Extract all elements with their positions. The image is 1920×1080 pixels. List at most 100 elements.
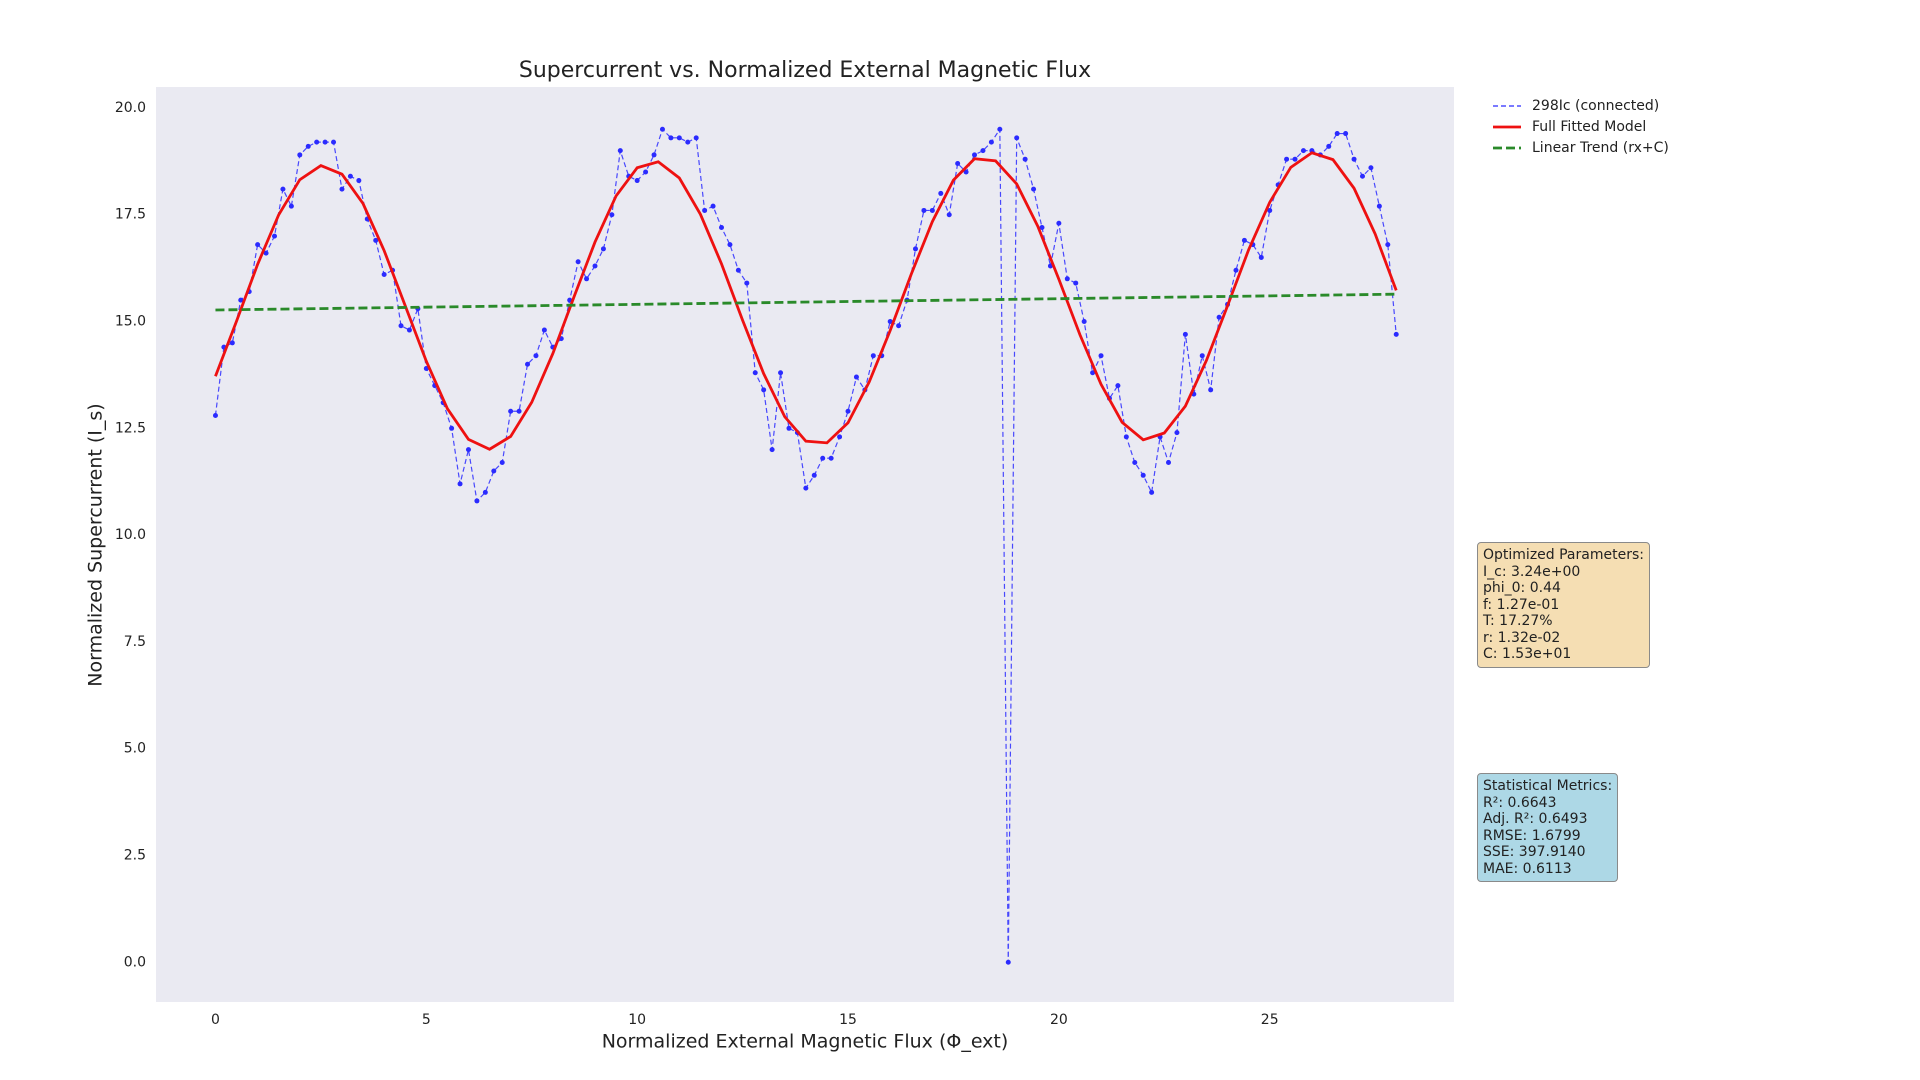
data-point xyxy=(1368,165,1374,171)
data-point xyxy=(634,178,640,184)
data-point xyxy=(1005,959,1011,965)
y-tick-label: 17.5 xyxy=(115,207,146,223)
data-point xyxy=(1022,156,1028,162)
data-point xyxy=(972,152,978,158)
data-point xyxy=(280,186,286,192)
data-point xyxy=(837,434,843,440)
annotation-line: Adj. R²: 0.6493 xyxy=(1483,811,1588,827)
data-point xyxy=(1241,237,1247,243)
data-point xyxy=(946,212,952,218)
data-point xyxy=(314,139,320,145)
data-point xyxy=(465,447,471,453)
data-point xyxy=(997,126,1003,132)
data-point xyxy=(1199,353,1205,359)
data-point xyxy=(735,267,741,273)
y-tick-label: 15.0 xyxy=(115,314,146,330)
data-point xyxy=(1098,353,1104,359)
data-point xyxy=(499,459,505,465)
chart-title: Supercurrent vs. Normalized External Mag… xyxy=(519,58,1091,83)
data-point xyxy=(980,148,986,154)
plot-area xyxy=(156,87,1454,1002)
data-point xyxy=(702,207,708,213)
data-point xyxy=(322,139,328,145)
series-line xyxy=(215,292,1397,312)
x-tick-label: 15 xyxy=(839,1012,857,1028)
data-point xyxy=(1351,156,1357,162)
data-point xyxy=(938,190,944,196)
data-point xyxy=(398,323,404,329)
data-point xyxy=(1376,203,1382,209)
data-point xyxy=(676,135,682,141)
annotation-line: r: 1.32e-02 xyxy=(1483,629,1561,646)
data-point xyxy=(339,186,345,192)
legend-label: Linear Trend (rx+C) xyxy=(1532,140,1669,156)
data-point xyxy=(1208,387,1214,393)
data-point xyxy=(297,152,303,158)
data-point xyxy=(719,225,725,231)
data-point xyxy=(1359,173,1365,179)
data-point xyxy=(1343,131,1349,137)
data-point xyxy=(1292,156,1298,162)
data-point xyxy=(769,447,775,453)
data-point xyxy=(482,489,488,495)
data-point xyxy=(912,246,918,252)
annotation-line: C: 1.53e+01 xyxy=(1483,646,1572,662)
data-point xyxy=(331,139,337,145)
x-tick-label: 25 xyxy=(1261,1012,1279,1028)
data-point xyxy=(659,126,665,132)
x-tick-label: 10 xyxy=(628,1012,646,1028)
data-point xyxy=(1385,242,1391,248)
data-point xyxy=(820,455,826,461)
data-point xyxy=(1132,459,1138,465)
data-point xyxy=(710,203,716,209)
annotation-line: T: 17.27% xyxy=(1483,613,1553,629)
data-point xyxy=(474,498,480,504)
y-tick-label: 20.0 xyxy=(115,100,146,116)
data-point xyxy=(373,237,379,243)
data-point xyxy=(1216,314,1222,320)
data-point xyxy=(1140,472,1146,478)
data-point xyxy=(1174,430,1180,436)
annotation-line: Optimized Parameters: xyxy=(1483,547,1644,563)
x-axis-label: Normalized External Magnetic Flux (Φ_ext… xyxy=(602,1031,1009,1053)
data-point xyxy=(212,412,218,418)
data-point xyxy=(1300,148,1306,154)
data-point xyxy=(356,178,362,184)
data-point xyxy=(1149,489,1155,495)
data-point xyxy=(1233,267,1239,273)
data-point xyxy=(963,169,969,175)
data-point xyxy=(533,353,539,359)
data-point xyxy=(347,173,353,179)
y-axis-label: Normalized Supercurrent (I_s) xyxy=(85,403,107,686)
data-point xyxy=(381,272,387,278)
y-tick-label: 12.5 xyxy=(115,420,146,436)
data-point xyxy=(786,425,792,431)
data-point xyxy=(1064,276,1070,282)
data-point xyxy=(491,468,497,474)
y-tick-label: 7.5 xyxy=(124,634,146,650)
data-point xyxy=(761,387,767,393)
annotation-box: Optimized Parameters: I_c: 3.24e+00 phi_0:… xyxy=(1477,542,1650,668)
data-point xyxy=(828,455,834,461)
data-point xyxy=(1284,156,1290,162)
data-point xyxy=(727,242,733,248)
annotation-line: SSE: 397.9140 xyxy=(1483,844,1586,860)
data-point xyxy=(575,259,581,265)
data-point xyxy=(1258,254,1264,260)
data-point xyxy=(229,340,235,346)
data-point xyxy=(870,353,876,359)
data-point xyxy=(845,408,851,414)
y-tick-label: 0.0 xyxy=(124,954,146,970)
y-tick-label: 2.5 xyxy=(124,847,146,863)
annotation-line: MAE: 0.6113 xyxy=(1483,860,1572,877)
data-point xyxy=(853,374,859,380)
data-point xyxy=(609,212,615,218)
data-point xyxy=(525,361,531,367)
x-tick-label: 0 xyxy=(211,1012,220,1028)
data-point xyxy=(1334,131,1340,137)
annotation-line: Statistical Metrics: xyxy=(1483,778,1613,794)
data-point xyxy=(516,408,522,414)
data-point xyxy=(1039,225,1045,231)
